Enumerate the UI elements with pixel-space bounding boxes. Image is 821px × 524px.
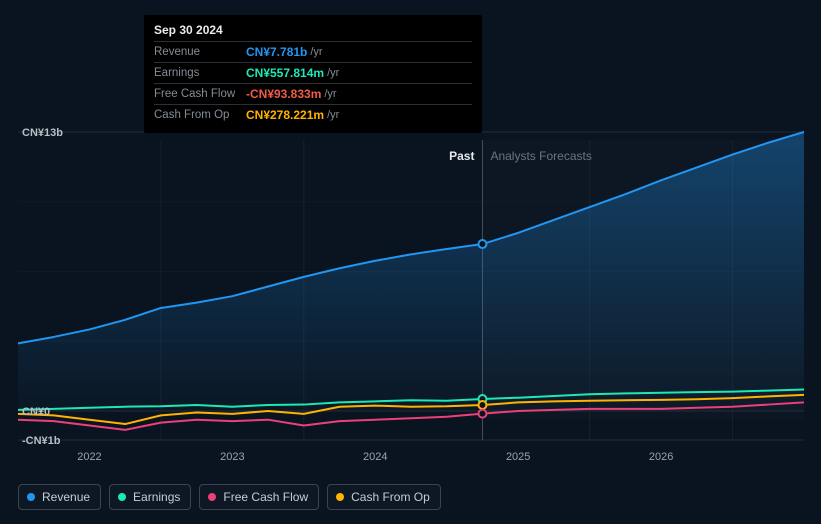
tooltip-key: Revenue [154,45,246,60]
legend-item-earnings[interactable]: Earnings [109,484,191,510]
tooltip-row-cfo: Cash From OpCN¥278.221m/yr [154,104,472,125]
tooltip-value: CN¥278.221m [246,108,324,123]
legend-label: Free Cash Flow [223,490,308,504]
tooltip-key: Free Cash Flow [154,87,246,102]
legend-item-revenue[interactable]: Revenue [18,484,101,510]
tooltip-value: CN¥7.781b [246,45,307,60]
tooltip-date: Sep 30 2024 [154,23,472,37]
legend-dot-icon [208,493,216,501]
tooltip-unit: /yr [327,66,339,81]
x-axis-label: 2023 [220,451,244,463]
past-label: Past [449,149,474,163]
tooltip-row-revenue: RevenueCN¥7.781b/yr [154,41,472,62]
tooltip-row-fcf: Free Cash Flow-CN¥93.833m/yr [154,83,472,104]
legend-dot-icon [27,493,35,501]
tooltip-value: CN¥557.814m [246,66,324,81]
revenue-marker [478,240,486,248]
x-axis-label: 2024 [363,451,387,463]
cfo-marker [478,401,486,409]
legend-label: Cash From Op [351,490,430,504]
y-axis-label: CN¥0 [22,406,50,418]
tooltip-key: Cash From Op [154,108,246,123]
x-axis-label: 2022 [77,451,101,463]
tooltip-row-earnings: EarningsCN¥557.814m/yr [154,62,472,83]
tooltip-unit: /yr [324,87,336,102]
chart-legend: Revenue Earnings Free Cash Flow Cash From O… [18,484,441,510]
tooltip-unit: /yr [327,108,339,123]
forecast-label: Analysts Forecasts [490,149,591,163]
x-axis-label: 2026 [649,451,673,463]
legend-item-fcf[interactable]: Free Cash Flow [199,484,319,510]
tooltip-unit: /yr [310,45,322,60]
x-axis-label: 2025 [506,451,530,463]
tooltip-value: -CN¥93.833m [246,87,321,102]
legend-dot-icon [336,493,344,501]
legend-item-cfo[interactable]: Cash From Op [327,484,441,510]
legend-label: Revenue [42,490,90,504]
y-axis-label: -CN¥1b [22,435,61,447]
legend-dot-icon [118,493,126,501]
fcf-marker [478,410,486,418]
legend-label: Earnings [133,490,180,504]
chart-tooltip: Sep 30 2024 RevenueCN¥7.781b/yrEarningsC… [144,15,482,133]
y-axis-label: CN¥13b [22,127,63,139]
tooltip-key: Earnings [154,66,246,81]
